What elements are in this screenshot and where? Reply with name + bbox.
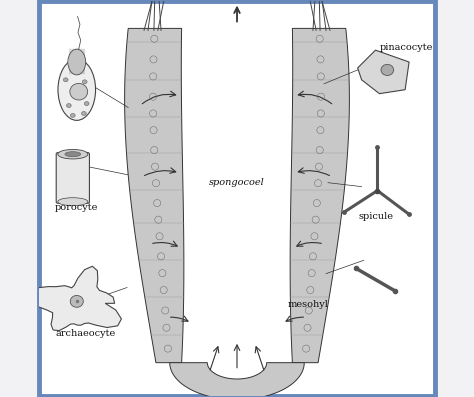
Ellipse shape [65,152,81,157]
Polygon shape [30,266,121,331]
Polygon shape [290,29,349,363]
Polygon shape [125,29,184,363]
Ellipse shape [64,78,68,82]
FancyBboxPatch shape [56,152,90,203]
Text: mesohyl: mesohyl [288,300,328,308]
Text: pinacocyte: pinacocyte [380,43,434,52]
Ellipse shape [58,59,96,120]
Text: spicule: spicule [359,212,394,221]
Ellipse shape [71,114,75,118]
Text: archaeocyte: archaeocyte [55,328,115,337]
Ellipse shape [381,64,394,75]
Ellipse shape [66,104,71,108]
Ellipse shape [70,295,83,307]
Polygon shape [358,50,409,94]
Ellipse shape [58,198,88,206]
Ellipse shape [82,112,86,116]
FancyBboxPatch shape [39,1,435,396]
Polygon shape [170,363,304,397]
Ellipse shape [82,80,87,84]
Ellipse shape [70,83,88,100]
Ellipse shape [84,102,89,106]
Text: porocyte: porocyte [55,203,99,212]
Ellipse shape [68,49,86,75]
Ellipse shape [58,149,88,159]
Text: spongocoel: spongocoel [209,178,265,187]
